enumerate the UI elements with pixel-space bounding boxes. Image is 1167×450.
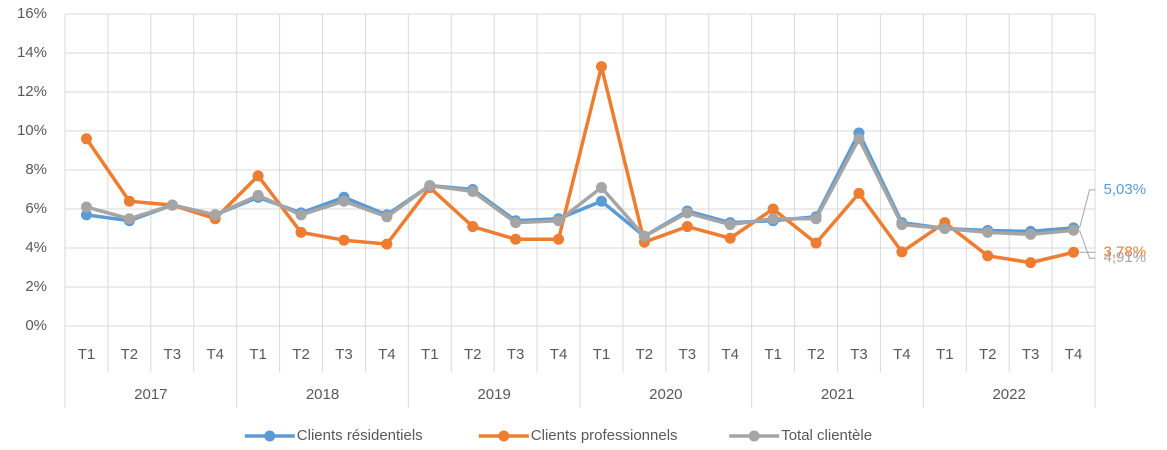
- x-tick-label: T3: [1022, 346, 1040, 363]
- group-label: 2019: [477, 386, 510, 403]
- data-point: [853, 187, 865, 199]
- data-point: [853, 133, 865, 145]
- x-tick-label: T3: [507, 346, 525, 363]
- y-tick-label: 4%: [25, 239, 47, 256]
- data-point: [80, 201, 92, 213]
- data-point: [638, 230, 650, 242]
- x-tick-label: T4: [206, 346, 224, 363]
- data-point: [810, 237, 822, 249]
- group-label: 2020: [649, 386, 682, 403]
- data-point: [123, 195, 135, 207]
- leader-line: [1079, 230, 1096, 259]
- data-point: [553, 215, 565, 227]
- x-tick-label: T4: [721, 346, 739, 363]
- group-label: 2021: [821, 386, 854, 403]
- x-tick-label: T4: [1065, 346, 1083, 363]
- data-point: [252, 189, 264, 201]
- x-tick-label: T2: [121, 346, 139, 363]
- x-tick-label: T1: [593, 346, 611, 363]
- y-tick-label: 10%: [17, 122, 47, 139]
- data-label: 4,91%: [1104, 249, 1147, 266]
- data-point: [810, 213, 822, 225]
- data-point: [338, 234, 350, 246]
- x-tick-label: T2: [464, 346, 482, 363]
- x-tick-label: T1: [78, 346, 96, 363]
- data-point: [510, 217, 522, 229]
- data-point: [123, 213, 135, 225]
- data-point: [939, 223, 951, 234]
- data-point: [424, 180, 436, 192]
- x-tick-label: T1: [421, 346, 439, 363]
- data-point: [982, 226, 994, 238]
- y-tick-label: 2%: [25, 278, 47, 295]
- x-tick-label: T2: [292, 346, 310, 363]
- group-label: 2022: [992, 386, 1025, 403]
- legend-marker: [748, 430, 760, 442]
- data-point: [1025, 228, 1037, 240]
- x-tick-label: T4: [378, 346, 396, 363]
- data-point: [1068, 246, 1080, 258]
- data-point: [896, 219, 908, 231]
- y-tick-label: 8%: [25, 161, 47, 178]
- y-tick-label: 6%: [25, 200, 47, 217]
- legend-label: Total clientèle: [781, 427, 872, 444]
- data-point: [381, 211, 393, 223]
- group-label: 2017: [134, 386, 167, 403]
- x-tick-label: T3: [679, 346, 697, 363]
- x-tick-label: T3: [335, 346, 353, 363]
- x-tick-label: T1: [936, 346, 954, 363]
- y-tick-label: 0%: [25, 317, 47, 334]
- x-tick-label: T1: [249, 346, 267, 363]
- data-point: [595, 195, 607, 207]
- x-tick-label: T1: [764, 346, 782, 363]
- group-label: 2018: [306, 386, 339, 403]
- y-tick-label: 12%: [17, 83, 47, 100]
- x-tick-label: T3: [164, 346, 182, 363]
- x-tick-label: T2: [636, 346, 654, 363]
- series-line: [85, 137, 1074, 239]
- series-line: [85, 64, 1074, 265]
- x-tick-label: T4: [550, 346, 568, 363]
- data-point: [209, 209, 221, 221]
- data-point: [1025, 257, 1037, 269]
- data-point: [467, 185, 479, 197]
- data-point: [595, 182, 607, 194]
- x-tick-label: T2: [979, 346, 997, 363]
- x-tick-label: T4: [893, 346, 911, 363]
- leader-line: [1079, 189, 1096, 229]
- legend-label: Clients professionnels: [531, 427, 678, 444]
- data-point: [80, 133, 92, 145]
- data-point: [724, 232, 736, 244]
- data-point: [724, 219, 736, 231]
- data-point: [681, 207, 693, 219]
- data-point: [295, 226, 307, 238]
- data-label: 3,78%: [1104, 243, 1147, 260]
- data-point: [1068, 224, 1080, 236]
- legend-marker: [498, 430, 510, 442]
- data-point: [553, 233, 565, 245]
- data-point: [767, 213, 779, 225]
- data-point: [338, 195, 350, 207]
- legend-label: Clients résidentiels: [297, 427, 423, 444]
- data-point: [166, 199, 178, 211]
- y-tick-label: 16%: [17, 5, 47, 22]
- y-tick-label: 14%: [17, 44, 47, 61]
- data-point: [767, 203, 779, 215]
- data-point: [467, 221, 479, 233]
- data-point: [896, 246, 908, 258]
- data-point: [982, 250, 994, 262]
- data-label: 5,03%: [1104, 181, 1147, 198]
- data-point: [295, 209, 307, 221]
- data-point: [252, 170, 264, 182]
- data-point: [595, 61, 607, 73]
- data-point: [681, 221, 693, 233]
- legend-marker: [264, 430, 276, 442]
- data-point: [80, 209, 92, 221]
- data-point: [510, 233, 522, 245]
- x-tick-label: T3: [850, 346, 868, 363]
- data-point: [381, 238, 393, 250]
- x-tick-label: T2: [807, 346, 825, 363]
